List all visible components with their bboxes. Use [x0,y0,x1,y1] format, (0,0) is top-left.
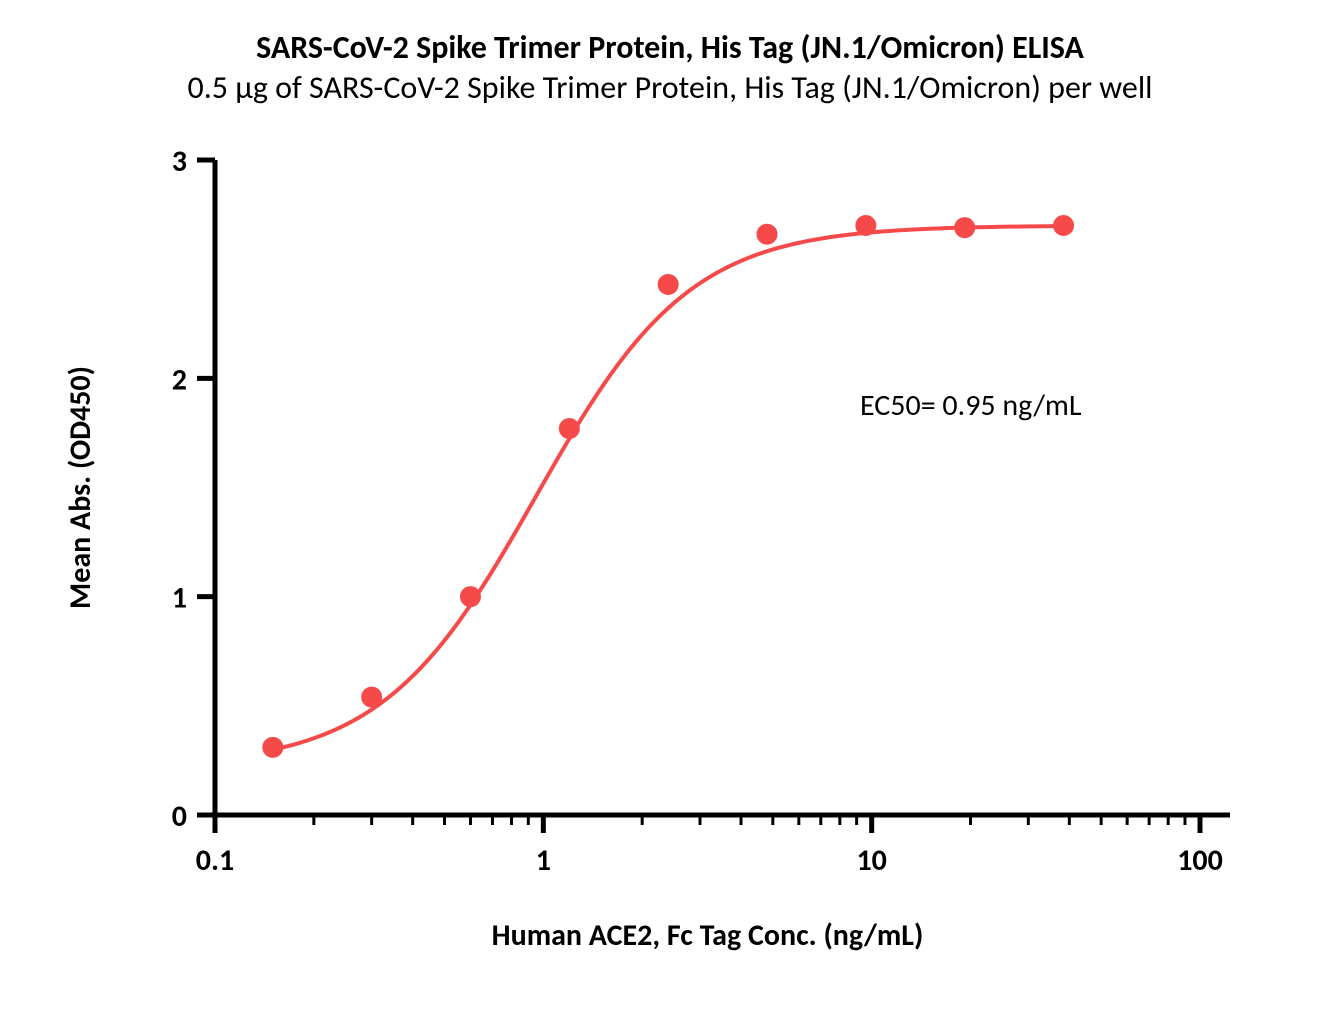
elisa-chart: SARS-CoV-2 Spike Trimer Protein, His Tag… [0,0,1340,1032]
y-tick-label: 2 [172,361,187,398]
x-tick-label: 0.1 [196,842,234,879]
y-tick-label: 0 [172,798,187,835]
data-marker [955,218,975,238]
y-tick-label: 1 [172,580,187,617]
chart-subtitle: 0.5 µg of SARS-CoV-2 Spike Trimer Protei… [188,68,1153,107]
data-marker [263,737,283,757]
y-axis-label: Mean Abs. (OD450) [62,366,99,609]
chart-title: SARS-CoV-2 Spike Trimer Protein, His Tag… [256,28,1084,67]
data-marker [460,587,480,607]
data-marker [658,274,678,294]
data-marker [757,224,777,244]
x-axis-label: Human ACE2, Fc Tag Conc. (ng/mL) [492,917,924,954]
y-tick-label: 3 [172,143,187,180]
data-marker [559,419,579,439]
x-tick-label: 100 [1177,842,1223,879]
data-marker [856,216,876,236]
fit-curve [273,226,1064,750]
ec50-annotation: EC50= 0.95 ng/mL [860,387,1082,424]
x-tick-label: 10 [856,842,886,879]
data-marker [362,687,382,707]
x-tick-label: 1 [536,842,551,879]
data-marker [1054,216,1074,236]
